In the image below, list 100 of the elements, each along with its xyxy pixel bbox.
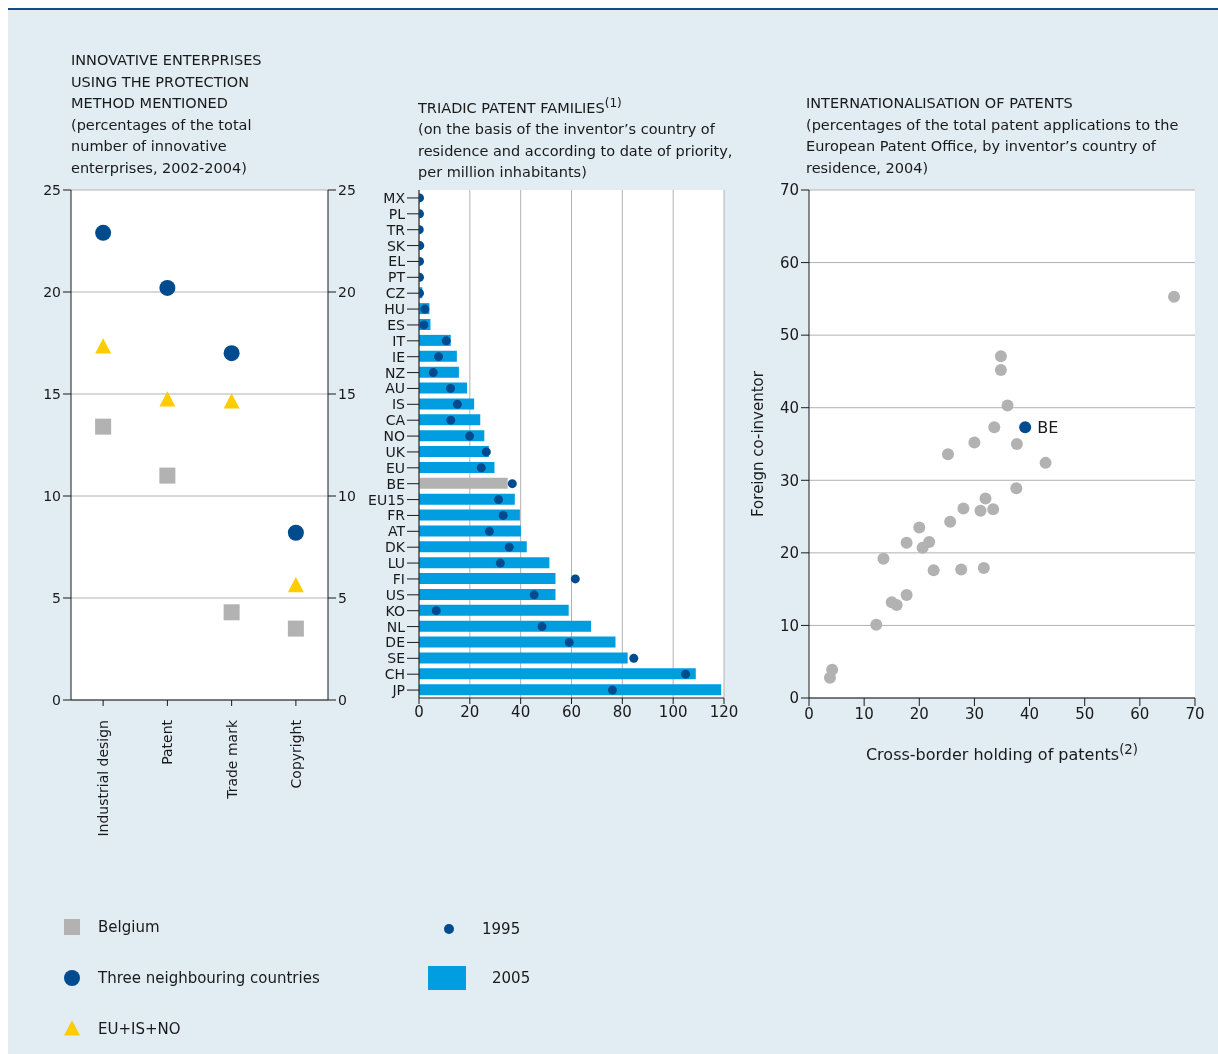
point bbox=[994, 350, 1007, 363]
x-tick-label: 70 bbox=[1185, 704, 1205, 723]
x-tick-label: 120 bbox=[709, 702, 739, 721]
y2-tick-label: 15 bbox=[338, 385, 356, 402]
point bbox=[564, 637, 574, 647]
y-tick-label: 20 bbox=[43, 283, 61, 300]
x-tick-label: 0 bbox=[804, 704, 814, 723]
y-tick-label: SE bbox=[387, 650, 405, 667]
point bbox=[1010, 482, 1023, 495]
bar bbox=[419, 557, 550, 569]
y-tick-label: 40 bbox=[779, 399, 799, 418]
point bbox=[441, 336, 451, 346]
legend-label: Three neighbouring countries bbox=[98, 968, 320, 987]
y-tick-label: AU bbox=[385, 380, 405, 397]
point bbox=[1010, 438, 1023, 450]
chart-subtitle: (percentages of the total number of innovative enterprises, 2002-2004) bbox=[71, 115, 253, 178]
bar bbox=[419, 668, 696, 680]
point bbox=[223, 393, 240, 409]
x-tick-label: 20 bbox=[460, 702, 480, 721]
x-tick-label: 10 bbox=[854, 704, 874, 723]
point bbox=[446, 383, 456, 393]
point bbox=[529, 590, 539, 600]
point bbox=[287, 576, 304, 593]
bar bbox=[419, 604, 569, 616]
chart-title: INTERNATIONALISATION OF PATENTS bbox=[806, 94, 1074, 113]
y-tick-label: NL bbox=[386, 618, 406, 635]
point bbox=[570, 574, 580, 584]
chart-subtitle: (on the basis of the inventor’s country of residence and according to date of priority, per million inhabitants) bbox=[418, 120, 734, 183]
y-tick-label: TR bbox=[385, 221, 406, 238]
point bbox=[537, 622, 547, 632]
point bbox=[452, 399, 462, 409]
point bbox=[607, 685, 617, 695]
point bbox=[465, 431, 475, 441]
y-tick-label: CZ bbox=[385, 285, 405, 302]
x-tick-label: 60 bbox=[561, 702, 582, 721]
y-tick-label: 0 bbox=[52, 691, 61, 708]
y-tick-label: NZ bbox=[384, 364, 405, 381]
y-tick-label: 0 bbox=[789, 689, 799, 708]
point bbox=[1019, 421, 1032, 434]
chart-subtitle: (percentages of the total patent applications to the European Patent Office, by inventor’s country of residence, 2004) bbox=[806, 115, 1180, 178]
y-tick-label: 20 bbox=[779, 544, 799, 563]
point bbox=[968, 436, 981, 449]
y-tick-label: 50 bbox=[779, 326, 799, 345]
point bbox=[431, 606, 441, 616]
y-tick-label: BE bbox=[386, 475, 405, 492]
point bbox=[955, 563, 968, 576]
x-tick-label: 0 bbox=[414, 702, 424, 721]
x-tick-label: 40 bbox=[511, 702, 531, 721]
x-tick-label: Industrial design bbox=[95, 720, 112, 837]
y-tick-label: EL bbox=[388, 253, 406, 270]
y-tick-label: 60 bbox=[779, 253, 799, 272]
y-tick-label: 10 bbox=[779, 616, 799, 635]
x-tick-label: 20 bbox=[909, 704, 929, 723]
y-tick-label: LU bbox=[387, 555, 405, 572]
point bbox=[957, 502, 970, 515]
point bbox=[159, 391, 176, 407]
bar bbox=[419, 493, 515, 505]
point bbox=[476, 463, 486, 473]
point bbox=[95, 338, 112, 354]
y-tick-label: 25 bbox=[43, 181, 61, 198]
bar bbox=[419, 620, 592, 632]
bar bbox=[419, 541, 527, 553]
point bbox=[900, 536, 913, 549]
y-tick-label: 70 bbox=[779, 181, 799, 200]
point bbox=[826, 663, 839, 676]
y-tick-label: 10 bbox=[43, 487, 61, 504]
legend-label: Belgium bbox=[98, 917, 160, 936]
y-tick-label: EU15 bbox=[368, 491, 405, 508]
point bbox=[494, 495, 504, 505]
point bbox=[900, 588, 913, 601]
x-tick-label: Copyright bbox=[287, 719, 304, 789]
chart-title: TRIADIC PATENT FAMILIES$^{(1)}$ bbox=[418, 95, 623, 118]
point bbox=[481, 447, 491, 457]
point bbox=[287, 620, 304, 637]
y-tick-label: PL bbox=[388, 205, 406, 222]
point bbox=[507, 479, 517, 489]
point bbox=[927, 564, 940, 577]
point bbox=[629, 653, 639, 663]
y-tick-label: MX bbox=[383, 189, 406, 206]
y2-tick-label: 20 bbox=[338, 283, 356, 300]
bar bbox=[419, 573, 556, 584]
bar bbox=[419, 446, 489, 457]
point bbox=[994, 363, 1007, 376]
point bbox=[913, 521, 926, 534]
y-tick-label: 5 bbox=[52, 589, 61, 606]
x-tick-label: 60 bbox=[1130, 704, 1150, 723]
bar bbox=[419, 430, 485, 442]
point bbox=[870, 618, 883, 631]
point bbox=[974, 504, 987, 517]
bar bbox=[419, 509, 520, 521]
x-tick-label: Trade mark bbox=[223, 719, 240, 800]
point bbox=[223, 604, 240, 621]
y-tick-label: AT bbox=[387, 523, 406, 540]
point bbox=[223, 345, 240, 362]
y-tick-label: FR bbox=[387, 507, 406, 524]
bar bbox=[419, 461, 495, 473]
bar bbox=[419, 398, 475, 410]
y-tick-label: NO bbox=[383, 428, 405, 445]
point bbox=[446, 415, 456, 425]
point bbox=[877, 552, 890, 565]
